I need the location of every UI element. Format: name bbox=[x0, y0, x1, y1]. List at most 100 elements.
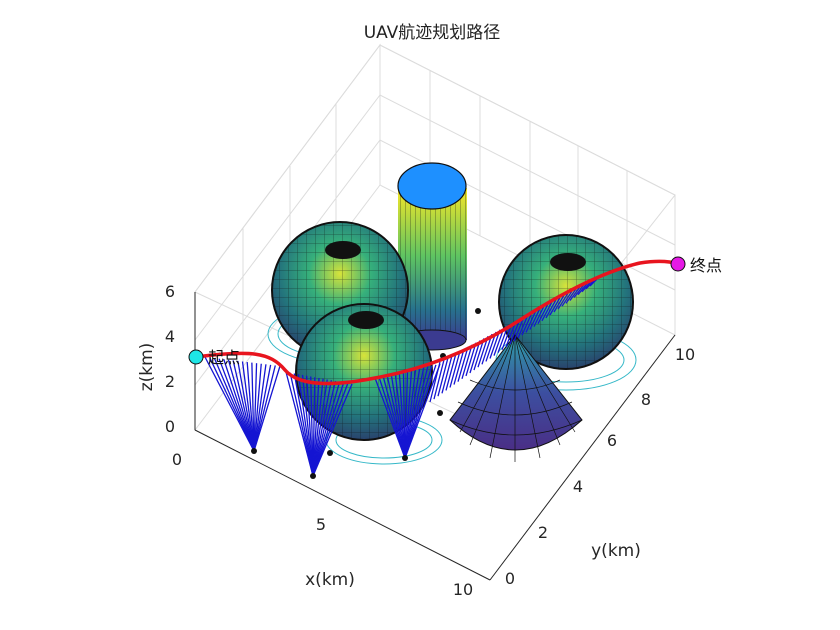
sensor-line bbox=[557, 292, 569, 310]
x-axis-ticks: 0 5 10 bbox=[172, 450, 473, 599]
sensor-line bbox=[517, 314, 529, 339]
sensor-line bbox=[521, 312, 533, 336]
chart-title: UAV航迹规划路径 bbox=[364, 23, 501, 43]
sensor-line bbox=[289, 372, 314, 477]
y-tick: 6 bbox=[607, 431, 617, 450]
z-axis-label: z(km) bbox=[137, 343, 157, 392]
sensor-line bbox=[565, 288, 577, 304]
sensor-line bbox=[209, 357, 255, 452]
y-tick: 8 bbox=[641, 390, 651, 409]
sensor-line bbox=[545, 299, 557, 319]
sensor-line bbox=[232, 360, 255, 452]
sensor-line bbox=[253, 364, 267, 452]
sensor-line bbox=[241, 361, 255, 452]
sensor-line bbox=[390, 374, 406, 459]
sensor-line bbox=[253, 363, 262, 452]
sensor-line bbox=[204, 356, 255, 452]
sensor-line bbox=[246, 362, 255, 452]
sensor-line bbox=[533, 305, 545, 327]
sensor-line bbox=[253, 364, 272, 452]
sensor-line bbox=[312, 380, 337, 477]
sensor-line bbox=[374, 377, 406, 459]
end-marker bbox=[670, 256, 686, 272]
sensor-line bbox=[378, 376, 406, 459]
sensor-line bbox=[213, 357, 255, 452]
sensor-line bbox=[513, 316, 525, 342]
sensor-line bbox=[312, 378, 324, 477]
cylinder-obstacle bbox=[397, 162, 467, 351]
sensor-line bbox=[473, 338, 485, 371]
sensor-line bbox=[218, 358, 255, 452]
z-axis-ticks: 0 2 4 6 bbox=[165, 282, 175, 436]
sensor-line bbox=[469, 340, 481, 374]
sensor-line bbox=[525, 310, 537, 333]
x-axis-label: x(km) bbox=[305, 570, 355, 590]
end-label: 终点 bbox=[690, 256, 722, 275]
sensor-line bbox=[312, 380, 333, 477]
sensor-line bbox=[453, 348, 465, 385]
sensor-line bbox=[394, 373, 406, 459]
sensor-line bbox=[549, 297, 561, 316]
sensor-line bbox=[541, 301, 553, 322]
sensor-line bbox=[445, 353, 457, 391]
y-tick: 0 bbox=[505, 569, 515, 588]
sensor-line bbox=[253, 365, 281, 452]
z-tick: 2 bbox=[165, 372, 175, 391]
sensor-line bbox=[437, 357, 449, 397]
sensor-line bbox=[529, 307, 541, 330]
sensor-line bbox=[404, 370, 413, 459]
sensor-line bbox=[449, 351, 461, 388]
sensor-line bbox=[312, 377, 320, 477]
z-tick: 4 bbox=[165, 327, 175, 346]
x-tick: 5 bbox=[316, 515, 326, 534]
sensor-line bbox=[293, 373, 314, 477]
sensor-line bbox=[382, 376, 406, 459]
sensor-line bbox=[253, 363, 258, 452]
sphere-obstacle-3 bbox=[498, 234, 634, 370]
sensor-line bbox=[553, 295, 565, 313]
y-tick: 10 bbox=[675, 345, 695, 364]
sensor-line bbox=[253, 365, 276, 452]
sensor-line bbox=[569, 286, 581, 301]
x-tick: 0 bbox=[172, 450, 182, 469]
sensor-line bbox=[404, 363, 441, 459]
cone-obstacle bbox=[449, 334, 583, 462]
sensor-line bbox=[537, 303, 549, 324]
cylinder-top bbox=[397, 162, 467, 210]
sensor-line bbox=[465, 342, 477, 377]
sensor-line bbox=[312, 383, 353, 477]
z-tick: 0 bbox=[165, 417, 175, 436]
sensor-line bbox=[227, 359, 255, 452]
y-axis-label: y(km) bbox=[591, 541, 641, 561]
sensor-line bbox=[402, 371, 406, 459]
sensor-line bbox=[573, 284, 585, 298]
sensor-line bbox=[223, 359, 255, 452]
x-tick: 10 bbox=[453, 580, 473, 599]
sensor-line bbox=[251, 362, 255, 452]
sensor-line bbox=[301, 374, 314, 477]
sensor-line bbox=[457, 346, 469, 382]
sensor-line bbox=[429, 361, 441, 403]
sensor-line bbox=[461, 344, 473, 379]
flight-path bbox=[195, 259, 679, 386]
sensor-fans bbox=[204, 275, 601, 477]
sensor-line bbox=[509, 318, 521, 345]
sensor-line bbox=[312, 383, 349, 477]
sensor-line bbox=[237, 360, 255, 452]
sensor-line bbox=[312, 382, 345, 477]
y-tick: 2 bbox=[538, 523, 548, 542]
sensor-line bbox=[398, 372, 406, 459]
sensor-line bbox=[312, 379, 328, 477]
sensor-line bbox=[441, 355, 453, 394]
sensor-line bbox=[312, 377, 316, 477]
z-tick: 6 bbox=[165, 282, 175, 301]
sensor-line bbox=[310, 376, 314, 477]
sensor-line bbox=[305, 375, 314, 477]
sensor-line bbox=[404, 370, 409, 459]
start-marker bbox=[188, 349, 204, 365]
sensor-line bbox=[561, 290, 573, 307]
sensor-line bbox=[297, 374, 314, 477]
sensor-line bbox=[433, 359, 445, 400]
sensor-line bbox=[386, 375, 406, 459]
